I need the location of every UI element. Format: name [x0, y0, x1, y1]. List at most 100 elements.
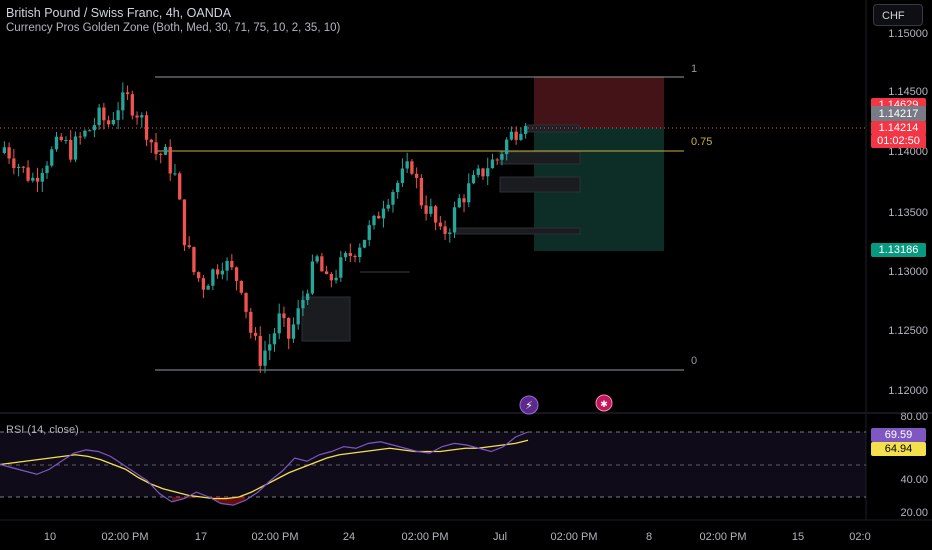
candle-body [467, 183, 471, 203]
candle-body [448, 232, 452, 234]
candle-body [7, 147, 11, 159]
candle-body [414, 173, 419, 178]
time-label: 02:00 PM [251, 531, 299, 543]
time-label: 02:0 [849, 531, 871, 543]
candle-body [135, 115, 139, 118]
time-label: 10 [43, 531, 57, 543]
candle-body [97, 107, 101, 126]
candle-body [405, 161, 409, 169]
candle-body [173, 173, 177, 175]
rsi-tick: 40.00 [900, 474, 928, 486]
candle-body [419, 177, 424, 206]
order-block [499, 176, 581, 193]
candle-body [291, 324, 296, 339]
candle-body [410, 161, 414, 174]
candle-body [64, 140, 68, 142]
candle-body [59, 136, 63, 141]
candle-body [168, 146, 172, 174]
candle-body [102, 107, 106, 121]
candle-body [111, 119, 116, 125]
order-block [454, 227, 581, 235]
candle-body [187, 245, 191, 248]
candle-body [396, 182, 400, 193]
candle-body [130, 94, 134, 116]
flash-event-icon [519, 395, 539, 415]
candle-body [433, 206, 438, 223]
time-label: 02:00 PM [699, 531, 747, 543]
countdown-badge: 01:02:50 [871, 134, 926, 148]
candle-body [348, 253, 352, 256]
candle-body [377, 215, 381, 219]
candle-body [353, 255, 357, 258]
candle-body [523, 126, 528, 134]
target-low-badge: 1.13186 [871, 243, 926, 257]
candle-body [215, 269, 220, 275]
order-block [499, 151, 581, 165]
rsi-legend[interactable]: RSI (14, close) [6, 424, 79, 436]
candle-body [234, 267, 239, 281]
candle-body [443, 226, 447, 234]
candle-body [258, 335, 262, 366]
time-label: 15 [791, 531, 805, 543]
candle-body [310, 261, 315, 294]
candle-body [73, 136, 78, 160]
candle-body [514, 131, 518, 140]
price-tick: 1.13000 [888, 266, 928, 278]
candle-body [220, 270, 225, 275]
candle-body [329, 274, 334, 281]
candle-body [486, 168, 490, 177]
candle-body [324, 271, 329, 275]
candles [2, 82, 528, 374]
candle-body [201, 278, 206, 290]
fib-label-0: 0 [691, 355, 698, 367]
candle-body [230, 260, 234, 268]
time-label: 02:00 PM [401, 531, 449, 543]
price-tick: 1.14500 [888, 86, 928, 98]
indicator-legend[interactable]: Currency Pros Golden Zone (Both, Med, 30… [6, 22, 341, 34]
rsi-ma-badge: 64.94 [871, 442, 926, 456]
candle-body [268, 344, 272, 351]
candle-body [196, 272, 201, 279]
time-label: Jul [492, 531, 508, 543]
candle-body [452, 207, 457, 233]
svg-text:⚡: ⚡ [525, 399, 533, 412]
rsi-tick: 80.00 [900, 411, 928, 423]
candle-body [192, 247, 196, 273]
candle-body [154, 142, 158, 154]
candle-body [178, 173, 182, 200]
candle-body [106, 120, 111, 125]
candle-body [476, 168, 480, 175]
candle-body [26, 167, 30, 181]
candle-body [287, 318, 291, 339]
candle-body [372, 215, 376, 226]
candle-body [438, 222, 442, 227]
candle-body [163, 146, 168, 155]
rsi-tick: 20.00 [900, 507, 928, 519]
candle-body [21, 166, 25, 168]
candle-body [500, 154, 504, 160]
candle-body [490, 159, 495, 169]
candle-body [16, 166, 21, 168]
candle-body [334, 277, 338, 281]
candle-body [206, 285, 210, 290]
candle-body [495, 159, 499, 161]
currency-button[interactable]: CHF [873, 4, 923, 26]
symbol-title[interactable]: British Pound / Swiss Franc, 4h, OANDA [6, 6, 232, 20]
candle-body [144, 115, 149, 140]
order-block [301, 296, 351, 342]
candle-body [78, 136, 82, 138]
candle-body [121, 92, 125, 111]
candle-body [92, 125, 97, 131]
price-tick: 1.13500 [888, 207, 928, 219]
candle-body [225, 260, 229, 271]
candle-body [83, 130, 87, 137]
candle-body [367, 225, 371, 240]
candle-body [116, 110, 120, 120]
candle-body [263, 350, 267, 366]
candle-body [125, 92, 130, 95]
candle-body [31, 177, 35, 181]
time-label: 02:00 PM [101, 531, 149, 543]
candle-body [282, 313, 286, 319]
candle-body [381, 208, 386, 219]
